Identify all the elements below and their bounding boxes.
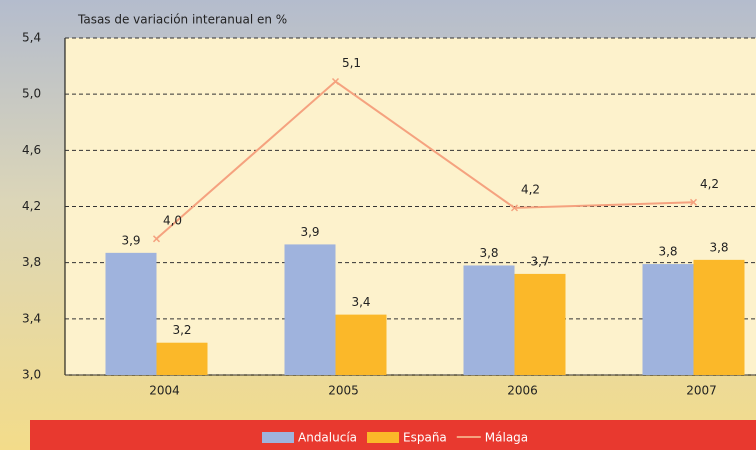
- data-label: 3,8: [658, 245, 677, 259]
- data-label: 4,2: [700, 177, 719, 191]
- data-label: 3,2: [172, 323, 191, 337]
- bar: [514, 273, 566, 375]
- y-tick-label: 5,0: [22, 87, 41, 101]
- x-tick-label: 2006: [507, 384, 538, 398]
- x-tick-label: 2005: [328, 384, 359, 398]
- bar: [642, 264, 694, 375]
- data-label: 5,1: [342, 56, 361, 70]
- y-tick-label: 3,4: [22, 311, 41, 325]
- bar: [156, 342, 208, 375]
- y-tick-label: 5,4: [22, 31, 41, 45]
- bar: [463, 265, 515, 375]
- bar: [693, 259, 745, 375]
- data-label: 3,8: [709, 240, 728, 254]
- line-marker: [331, 77, 340, 86]
- data-label: 3,9: [121, 233, 140, 247]
- legend-label: Andalucía: [298, 431, 357, 445]
- y-tick-label: 4,6: [22, 143, 41, 157]
- chart-title: Tasas de variación interanual en %: [77, 13, 287, 27]
- y-tick-label: 4,2: [22, 199, 41, 213]
- bar: [284, 244, 336, 375]
- legend-swatch: [367, 432, 400, 443]
- line: [155, 80, 694, 240]
- line-marker: [152, 235, 161, 243]
- legend-swatch: [262, 432, 294, 443]
- y-tick-label: 3,0: [22, 368, 41, 382]
- legend-label: España: [403, 431, 447, 445]
- bar: [335, 314, 387, 375]
- data-label: 4,2: [521, 182, 540, 196]
- bar: [105, 252, 157, 375]
- legend-label: Málaga: [485, 431, 528, 445]
- y-tick-label: 3,8: [22, 255, 41, 269]
- line-marker: [510, 204, 519, 212]
- line-marker: [689, 198, 698, 206]
- data-label: 3,8: [479, 246, 498, 260]
- data-label: 3,7: [530, 254, 549, 268]
- data-label: 3,4: [351, 295, 370, 309]
- x-tick-label: 2004: [149, 384, 180, 398]
- x-tick-label: 2007: [686, 384, 717, 398]
- data-label: 4,0: [163, 213, 182, 227]
- data-label: 3,9: [300, 225, 319, 239]
